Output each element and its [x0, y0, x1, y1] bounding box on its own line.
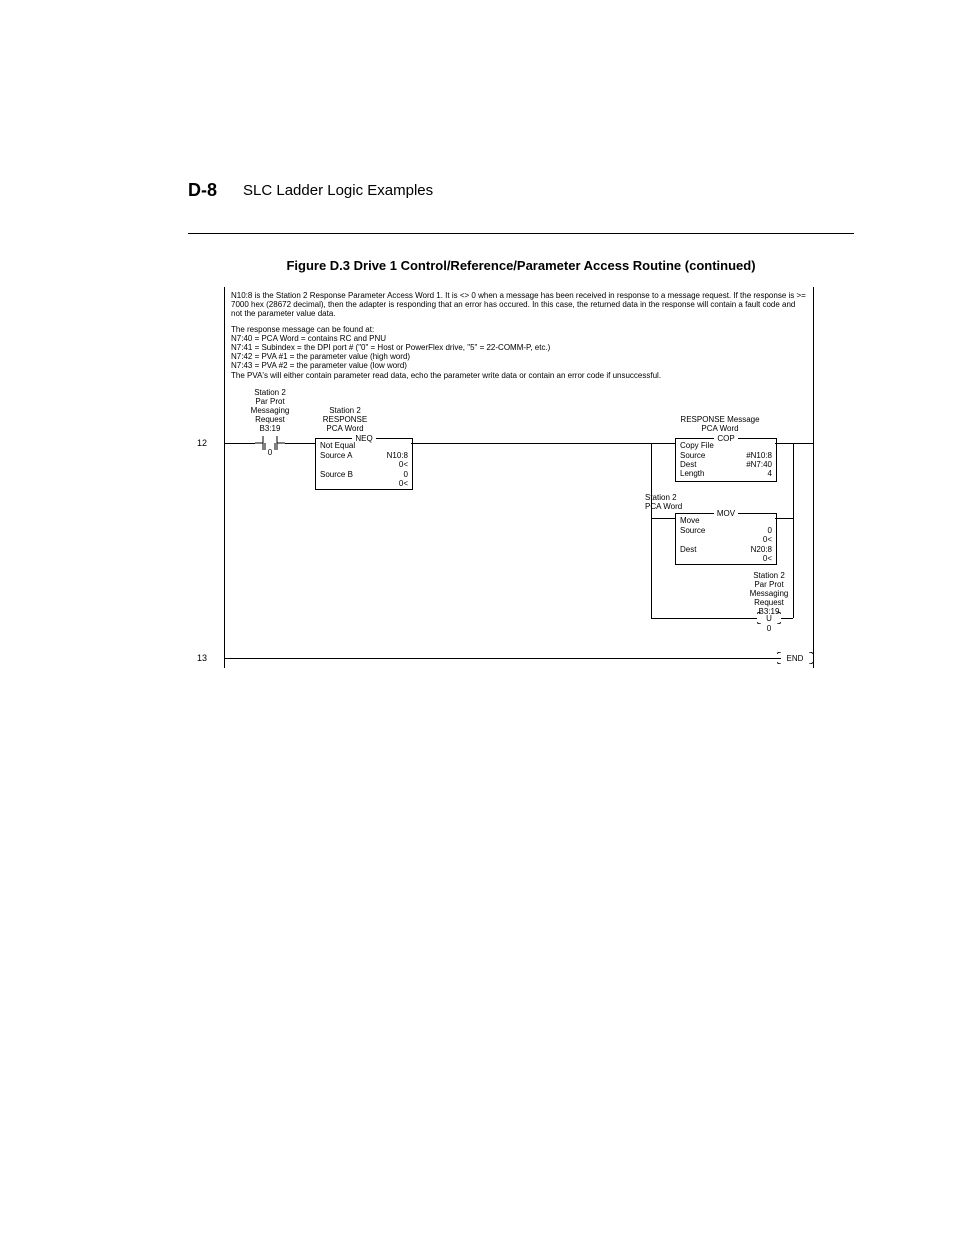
comment-line: N7:43 = PVA #2 = the parameter value (lo… [231, 361, 807, 370]
header-rule [188, 233, 854, 234]
rung-number: 13 [197, 653, 207, 663]
end-label: END [782, 654, 808, 663]
page-title: SLC Ladder Logic Examples [243, 182, 433, 199]
cop-label: RESPONSE MessagePCA Word [665, 415, 775, 433]
neq-block: NEQ Not Equal Source A N10:8 0< Source B… [315, 438, 413, 490]
figure-title: Figure D.3 Drive 1 Control/Reference/Par… [188, 258, 854, 273]
otu-bit: 0 [765, 624, 773, 633]
comment-line: N7:40 = PCA Word = contains RC and PNU [231, 334, 807, 343]
otu-label: Station 2Par ProtMessagingRequestB3:19 [741, 571, 797, 617]
otu-u: U [765, 614, 773, 623]
rung-comment: N10:8 is the Station 2 Response Paramete… [225, 287, 813, 388]
neq-label: Station 2RESPONSEPCA Word [311, 406, 379, 434]
ladder-diagram: N10:8 is the Station 2 Response Paramete… [224, 287, 814, 668]
cop-block: COP Copy File Source #N10:8 Dest #N7:40 … [675, 438, 777, 482]
comment-line: N7:41 = Subindex = the DPI port # ("0" =… [231, 343, 807, 352]
page-number: D-8 [188, 180, 217, 201]
comment-line: N7:42 = PVA #1 = the parameter value (hi… [231, 352, 807, 361]
mov-block: MOV Move Source 0 0< Dest N20:8 0< [675, 513, 777, 565]
comment-line: The response message can be found at: [231, 325, 807, 334]
rung-number: 12 [197, 438, 207, 448]
comment-line: The PVA's will either contain parameter … [231, 371, 807, 380]
comment-paragraph: N10:8 is the Station 2 Response Paramete… [231, 291, 807, 319]
xic-bit: 0 [266, 448, 274, 457]
xic-label: Station 2Par ProtMessagingRequestB3:19 [241, 388, 299, 434]
rung-12: 12 Station 2Par ProtMessagingRequestB3:1… [225, 388, 813, 668]
